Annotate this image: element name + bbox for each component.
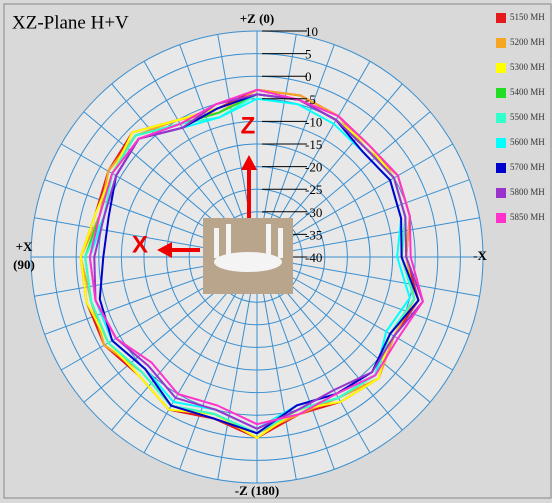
angle-label-left-sub: (90) (13, 257, 35, 272)
series-lines (79, 88, 425, 439)
r-tick-label: 0 (305, 69, 312, 84)
z-arrow-head (241, 155, 257, 170)
legend-label: 5500 MH (510, 112, 545, 122)
frame (3, 3, 552, 499)
router-body (214, 252, 282, 272)
grid-ring (30, 30, 484, 484)
legend-label: 5400 MH (510, 87, 545, 97)
angle-label-right: -X (473, 248, 487, 263)
grid-ring (120, 120, 394, 394)
r-tick-label: -20 (305, 160, 322, 175)
legend-swatch (496, 38, 506, 48)
legend: 5150 MH 5200 MH 5300 MH 5400 MH 5500 MH 5600 … (496, 12, 545, 223)
antenna (226, 224, 231, 258)
angle-label-top: +Z (0) (240, 11, 275, 26)
series-line (93, 93, 425, 430)
r-tick-label: -30 (305, 205, 322, 220)
legend-swatch (496, 113, 506, 123)
grid-ring (188, 188, 326, 326)
antenna (214, 228, 219, 258)
antenna (266, 224, 271, 258)
legend-label: 5850 MH (510, 212, 545, 222)
r-tick-label: -40 (305, 250, 322, 265)
angle-label-bottom: -Z (180) (235, 483, 279, 498)
legend-label: 5800 MH (510, 187, 545, 197)
r-tick-label: 10 (305, 24, 318, 39)
x-arrow-label: X (132, 231, 148, 258)
r-tick-label: -10 (305, 114, 322, 129)
legend-swatch (496, 13, 506, 23)
legend-swatch (496, 188, 506, 198)
legend-swatch (496, 138, 506, 148)
antenna (278, 228, 283, 258)
r-tick-label: -15 (305, 137, 322, 152)
grid-ring (166, 166, 348, 348)
legend-label: 5200 MH (510, 37, 545, 47)
x-arrow-head (157, 242, 172, 258)
r-tick-label: -35 (305, 227, 322, 242)
series-line (88, 88, 424, 426)
legend-swatch (496, 213, 506, 223)
grid-ring (143, 143, 371, 371)
angle-label-left: +X (16, 239, 33, 254)
r-tick-label: 5 (305, 47, 312, 62)
chart-title: XZ-Plane H+V (12, 12, 129, 33)
axis-arrows: Z X (132, 112, 257, 258)
r-tick-label: -5 (305, 92, 316, 107)
legend-label: 5300 MH (510, 62, 545, 72)
legend-swatch (496, 163, 506, 173)
legend-label: 5700 MH (510, 162, 545, 172)
legend-swatch (496, 88, 506, 98)
r-tick-label: -25 (305, 182, 322, 197)
legend-swatch (496, 63, 506, 73)
legend-label: 5600 MH (510, 137, 545, 147)
router-image (203, 218, 293, 294)
legend-label: 5150 MH (510, 12, 545, 22)
grid-ring (53, 53, 461, 461)
z-arrow-label: Z (241, 112, 256, 139)
